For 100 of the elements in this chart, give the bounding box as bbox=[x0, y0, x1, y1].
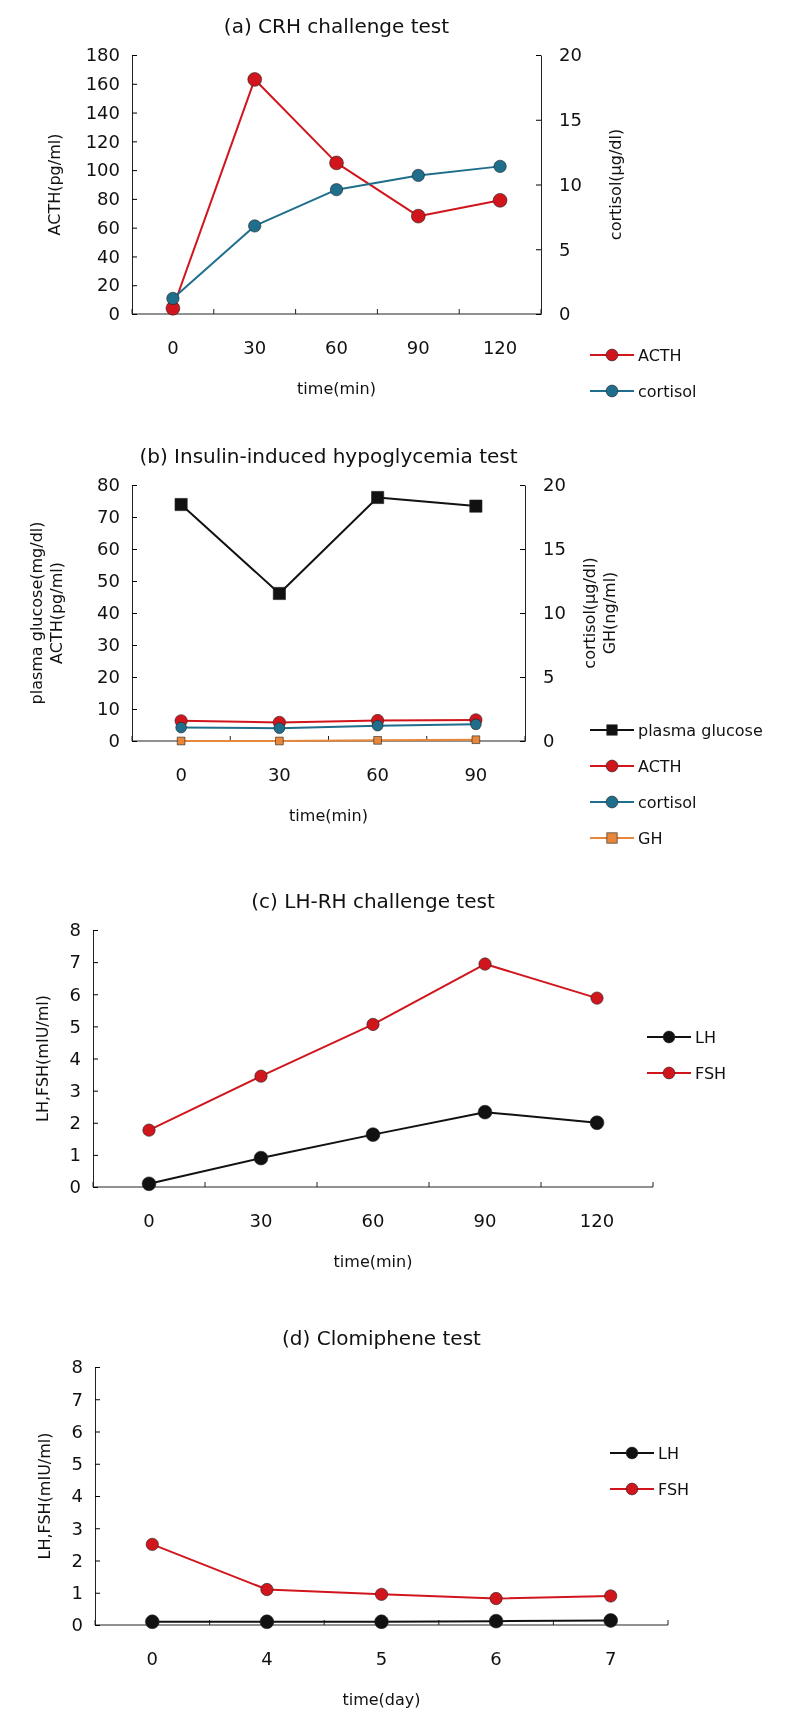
chart-title: (b) Insulin-induced hypoglycemia test bbox=[139, 444, 518, 468]
y-tick-label: 80 bbox=[97, 188, 120, 210]
point bbox=[329, 155, 344, 171]
x-tick-label: 6 bbox=[490, 1648, 502, 1669]
x-axis-title: time(day) bbox=[342, 1690, 421, 1709]
x-tick-label: 60 bbox=[366, 764, 390, 785]
y2-tick-label: 0 bbox=[543, 730, 555, 752]
point bbox=[477, 1104, 493, 1120]
y-tick-label: 7 bbox=[69, 951, 81, 973]
point bbox=[366, 1017, 380, 1031]
legend-label: FSH bbox=[658, 1480, 690, 1499]
y-tick-label: 0 bbox=[108, 303, 120, 325]
y-axis-title: LH,FSH(mIU/ml) bbox=[33, 994, 52, 1123]
y-tick-label: 40 bbox=[97, 245, 120, 267]
y-axis-title: LH,FSH(mIU/ml) bbox=[35, 1432, 54, 1560]
y-tick-label: 7 bbox=[71, 1388, 83, 1410]
y-tick-label: 0 bbox=[69, 1176, 81, 1198]
x-tick-label: 30 bbox=[249, 1210, 273, 1231]
y-tick-label: 6 bbox=[69, 983, 81, 1005]
point bbox=[175, 721, 187, 734]
point bbox=[493, 159, 507, 173]
y-tick-label: 10 bbox=[97, 698, 120, 720]
point bbox=[375, 1587, 388, 1601]
point bbox=[589, 1115, 605, 1130]
point bbox=[247, 72, 262, 87]
point bbox=[330, 183, 343, 197]
legend-label: GH bbox=[638, 829, 663, 848]
y-tick-label: 5 bbox=[71, 1453, 83, 1475]
chart-title: (d) Clomiphene test bbox=[282, 1326, 482, 1350]
x-tick-label: 0 bbox=[146, 1648, 159, 1669]
chart-title: (c) LH-RH challenge test bbox=[251, 889, 495, 913]
point bbox=[411, 168, 425, 182]
y-tick-label: 6 bbox=[71, 1420, 83, 1442]
y-tick-label: 8 bbox=[69, 919, 81, 941]
y-tick-label: 0 bbox=[108, 730, 120, 752]
point bbox=[273, 722, 286, 734]
y-tick-label: 8 bbox=[71, 1356, 83, 1378]
point bbox=[492, 193, 508, 208]
x-tick-label: 30 bbox=[243, 337, 267, 358]
point bbox=[253, 1150, 269, 1166]
legend-label: FSH bbox=[695, 1064, 727, 1083]
x-tick-label: 90 bbox=[406, 337, 430, 358]
y-tick-label: 140 bbox=[85, 101, 120, 123]
point bbox=[272, 587, 286, 600]
point bbox=[603, 1613, 618, 1628]
point bbox=[471, 735, 481, 744]
x-axis-title: time(min) bbox=[297, 379, 376, 398]
y-tick-label: 100 bbox=[85, 159, 120, 181]
y-tick-label: 120 bbox=[85, 130, 120, 152]
point bbox=[166, 291, 180, 305]
point bbox=[174, 498, 188, 511]
y-tick-label: 2 bbox=[69, 1112, 81, 1134]
point bbox=[374, 1614, 389, 1629]
y-tick-label: 4 bbox=[69, 1047, 81, 1069]
point bbox=[260, 1583, 274, 1596]
y-tick-label: 2 bbox=[71, 1549, 83, 1571]
x-tick-label: 60 bbox=[361, 1210, 385, 1231]
y2-tick-label: 5 bbox=[543, 666, 555, 688]
y-axis-title: plasma glucose(mg/dl) ACTH(pg/ml) bbox=[27, 521, 66, 705]
x-tick-label: 7 bbox=[604, 1648, 617, 1669]
x-tick-label: 120 bbox=[482, 337, 518, 358]
point bbox=[470, 718, 482, 730]
legend-label: plasma glucose bbox=[638, 721, 763, 740]
y-axis-title: ACTH(pg/ml) bbox=[45, 133, 64, 236]
point bbox=[371, 491, 385, 504]
y2-tick-label: 10 bbox=[543, 602, 566, 624]
y2-tick-label: 20 bbox=[543, 474, 566, 496]
legend-label: ACTH bbox=[638, 346, 682, 365]
legend-label: LH bbox=[658, 1444, 679, 1463]
point bbox=[142, 1123, 156, 1137]
y2-axis-title: cortisol(μg/dl) bbox=[606, 128, 625, 241]
point bbox=[145, 1537, 159, 1551]
x-tick-label: 90 bbox=[473, 1210, 497, 1231]
y-tick-label: 3 bbox=[71, 1517, 83, 1539]
x-tick-label: 0 bbox=[143, 1210, 155, 1231]
y-tick-label: 50 bbox=[97, 570, 120, 592]
y-tick-label: 160 bbox=[85, 73, 120, 95]
y-tick-label: 1 bbox=[71, 1582, 83, 1604]
point bbox=[254, 1069, 268, 1083]
legend-label: cortisol bbox=[638, 793, 697, 812]
x-tick-label: 4 bbox=[261, 1648, 273, 1669]
y-tick-label: 4 bbox=[71, 1485, 83, 1507]
point bbox=[145, 1614, 160, 1629]
y-tick-label: 5 bbox=[69, 1015, 81, 1037]
x-tick-label: 90 bbox=[464, 764, 488, 785]
legend-label: LH bbox=[695, 1028, 716, 1047]
point bbox=[604, 1589, 618, 1603]
y2-tick-label: 5 bbox=[559, 238, 571, 260]
point bbox=[371, 720, 384, 732]
y-tick-label: 70 bbox=[97, 506, 120, 528]
x-tick-label: 120 bbox=[579, 1210, 615, 1231]
y2-tick-label: 15 bbox=[543, 538, 566, 560]
y2-tick-label: 10 bbox=[559, 173, 582, 195]
y-tick-label: 60 bbox=[97, 538, 120, 560]
chart-title: (a) CRH challenge test bbox=[223, 14, 450, 38]
y-tick-label: 0 bbox=[71, 1614, 83, 1636]
point bbox=[259, 1614, 275, 1629]
x-tick-label: 0 bbox=[175, 764, 187, 785]
y-tick-label: 1 bbox=[69, 1144, 81, 1166]
point bbox=[469, 499, 483, 513]
